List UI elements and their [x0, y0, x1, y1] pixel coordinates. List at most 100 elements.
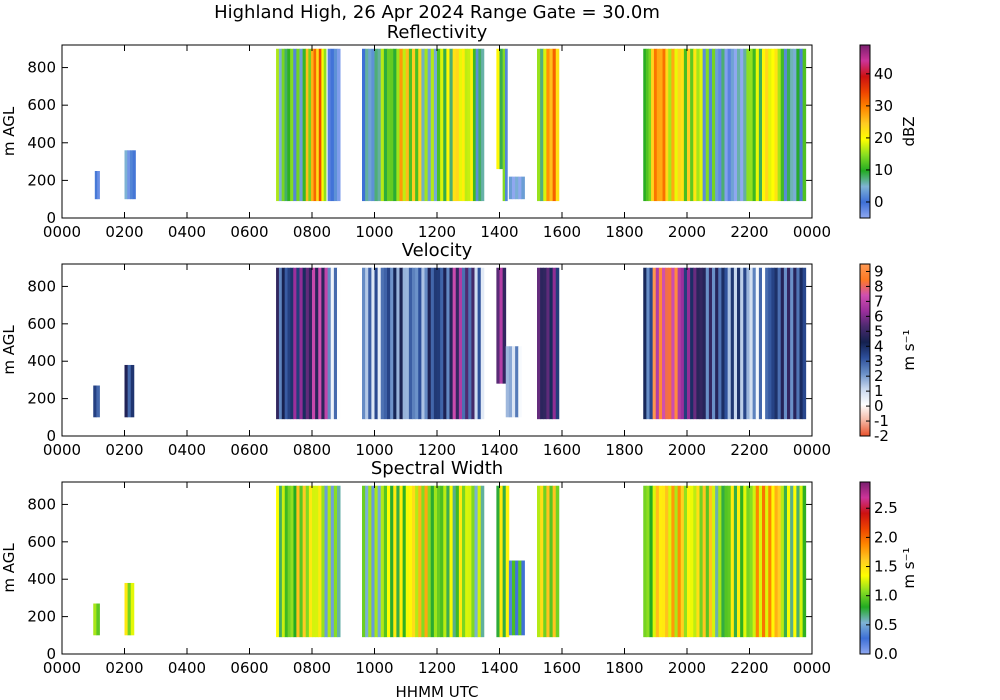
heatmap-cell	[733, 267, 738, 420]
heatmap-cell	[718, 267, 722, 420]
colorbar-tick-label: 5	[874, 322, 884, 340]
colorbar-tick-label: -2	[874, 427, 889, 445]
x-tick-label: 0600	[230, 223, 268, 241]
heatmap-cell	[755, 48, 760, 202]
heatmap-cell	[368, 48, 372, 202]
y-tick-label: 600	[27, 315, 56, 333]
heatmap-cell	[662, 48, 666, 202]
heatmap-cell	[97, 170, 100, 200]
x-tick-label: 1000	[355, 223, 393, 241]
heatmap-cell	[777, 485, 782, 638]
y-tick-label: 0	[46, 645, 56, 663]
heatmap-cell	[699, 485, 704, 638]
heatmap-cell	[130, 582, 135, 636]
heatmap-cell	[790, 485, 794, 638]
heatmap-cell	[643, 267, 647, 420]
heatmap-cell	[496, 48, 500, 170]
heatmap-cell	[780, 267, 785, 420]
heatmap-cell	[427, 48, 432, 202]
heatmap-cell	[752, 48, 757, 202]
heatmap-cell	[771, 485, 775, 638]
heatmap-cell	[415, 48, 419, 202]
heatmap-cell	[768, 485, 772, 638]
heatmap-cell	[324, 485, 329, 638]
heatmap-cell	[746, 267, 750, 420]
heatmap-cell	[430, 267, 435, 420]
heatmap-cell	[430, 485, 435, 638]
heatmap-cell	[415, 485, 419, 638]
y-axis-label: m AGL	[0, 543, 18, 593]
heatmap-cell	[387, 267, 391, 420]
heatmap-cell	[758, 48, 763, 202]
x-tick-label: 1000	[355, 441, 393, 459]
heatmap-cell	[537, 485, 541, 638]
x-tick-label: 1800	[605, 441, 643, 459]
heatmap-cell	[296, 267, 300, 420]
heatmap-cell	[315, 267, 319, 420]
x-tick-label: 0200	[105, 441, 143, 459]
heatmap-cell	[468, 485, 472, 638]
heatmap-cell	[399, 48, 404, 202]
heatmap-cell	[758, 267, 763, 420]
heatmap-cell	[783, 267, 788, 420]
heatmap-cell	[365, 485, 369, 638]
heatmap-cell	[452, 267, 457, 420]
heatmap-cell	[452, 485, 457, 638]
heatmap-cell	[708, 485, 713, 638]
heatmap-cell	[705, 267, 710, 420]
heatmap-cell	[480, 267, 485, 420]
heatmap-cell	[443, 267, 447, 420]
heatmap-cell	[508, 346, 513, 418]
heatmap-cell	[733, 48, 738, 202]
heatmap-cell	[671, 267, 675, 420]
colorbar-tick-label: -1	[874, 412, 889, 430]
heatmap-cell	[377, 267, 382, 420]
heatmap-cell	[537, 267, 541, 420]
heatmap-cell	[396, 485, 400, 638]
heatmap-cell	[475, 48, 479, 202]
heatmap-cell	[471, 485, 475, 638]
heatmap-cell	[705, 48, 710, 202]
heatmap-cell	[302, 485, 307, 638]
heatmap-cell	[705, 485, 710, 638]
y-tick-label: 400	[27, 570, 56, 588]
heatmap-cell	[412, 48, 416, 202]
heatmap-cell	[396, 267, 400, 420]
heatmap-cell	[718, 48, 722, 202]
heatmap-cell	[802, 48, 807, 202]
heatmap-cell	[433, 267, 438, 420]
heatmap-cell	[765, 485, 769, 638]
heatmap-cell	[93, 385, 97, 418]
heatmap-cell	[659, 48, 663, 202]
heatmap-cell	[643, 485, 647, 638]
heatmap-cell	[418, 48, 422, 202]
figure-suptitle: Highland High, 26 Apr 2024 Range Gate = …	[214, 2, 660, 23]
heatmap-cell	[687, 48, 691, 202]
heatmap-cell	[281, 267, 286, 420]
heatmap-cell	[321, 48, 325, 202]
heatmap-cell	[315, 485, 319, 638]
x-tick-label: 1600	[543, 659, 581, 677]
heatmap-cell	[730, 267, 735, 420]
heatmap-cell	[656, 48, 661, 202]
heatmap-cell	[508, 176, 513, 200]
heatmap-cell	[737, 48, 741, 202]
colorbar-tick-label: 7	[874, 292, 884, 310]
x-tick-label: 0400	[168, 441, 206, 459]
heatmap-cell	[774, 485, 779, 638]
colorbar-tick-label: 2.5	[874, 499, 898, 517]
heatmap-cell	[555, 485, 560, 638]
y-tick-label: 200	[27, 608, 56, 626]
heatmap-cell	[668, 48, 672, 202]
heatmap-cell	[368, 267, 372, 420]
heatmap-cell	[371, 485, 375, 638]
heatmap-cell	[333, 485, 338, 638]
colorbar-tick-label: 2	[874, 367, 884, 385]
colorbar-tick-label: 0.0	[874, 645, 898, 663]
x-tick-label: 2000	[668, 223, 706, 241]
heatmap-cell	[330, 48, 335, 202]
x-tick-label: 1400	[480, 441, 518, 459]
heatmap-cell	[458, 485, 463, 638]
heatmap-cell	[399, 267, 404, 420]
heatmap-cell	[721, 267, 725, 420]
